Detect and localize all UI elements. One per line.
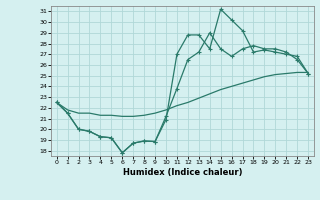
X-axis label: Humidex (Indice chaleur): Humidex (Indice chaleur) (123, 168, 242, 177)
